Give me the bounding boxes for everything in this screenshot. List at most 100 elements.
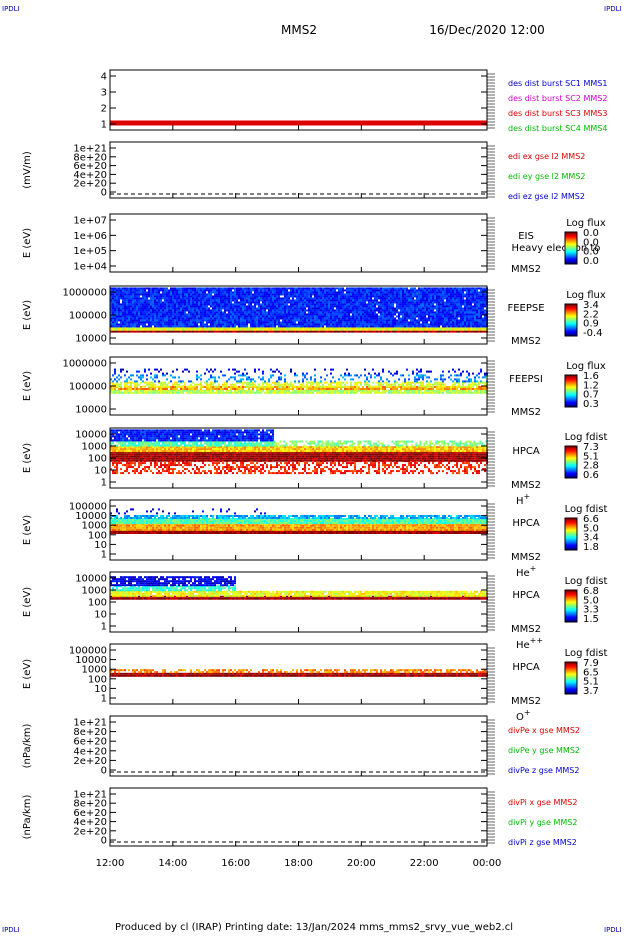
spectrogram-cell [112,311,114,313]
spectrogram-cell [190,295,192,297]
spectrogram-cell [354,297,356,299]
spectrogram-cell [406,287,408,289]
spectrogram-cell [450,297,452,299]
spectrogram-cell [310,295,312,297]
spectrogram-cell [236,331,238,333]
spectrogram-cell [418,295,420,297]
spectrogram-cell [410,331,412,333]
spectrogram-cell [354,301,356,303]
spectrogram-cell [274,392,276,394]
spectrogram-cell [176,319,178,321]
spectrogram-cell [434,295,436,297]
spectrogram-cell [126,331,128,333]
spectrogram-cell [452,319,454,321]
spectrogram-cell [442,313,444,315]
spectrogram-cell [120,287,122,289]
spectrogram-cell [166,325,168,327]
spectrogram-cell [128,297,130,299]
spectrogram-cell [190,309,192,311]
spectrogram-cell [456,313,458,315]
spectrogram-cell [386,325,388,327]
spectrogram-cell [444,313,446,315]
spectrogram-cell [416,325,418,327]
spectrogram-cell [380,319,382,321]
spectrogram-cell [320,309,322,311]
spectrogram-cell [348,309,350,311]
spectrogram-cell [434,299,436,301]
spectrogram-cell [182,311,184,313]
spectrogram-cell [352,295,354,297]
spectrogram-cell [176,321,178,323]
spectrogram-cell [314,293,316,295]
spectrogram-cell [386,289,388,291]
spectrogram-cell [364,291,366,293]
spectrogram-cell [170,315,172,317]
spectrogram-cell [114,321,116,323]
spectrogram-cell [472,319,474,321]
spectrogram-cell [284,289,286,291]
spectrogram-cell [398,329,400,331]
spectrogram-cell [284,325,286,327]
spectrogram-cell [244,311,246,313]
spectrogram-cell [216,317,218,319]
spectrogram-cell [144,293,146,295]
spectrogram-cell [302,287,304,289]
spectrogram-cell [446,313,448,315]
spectrogram-cell [242,325,244,327]
spectrogram-cell [202,321,204,323]
spectrogram-cell [386,307,388,309]
spectrogram-cell [322,311,324,313]
spectrogram-cell [312,291,314,293]
spectrogram-cell [428,291,430,293]
spectrogram-cell [252,301,254,303]
spectrogram-cell [296,295,298,297]
spectrogram-cell [268,299,270,301]
spectrogram-cell [180,299,182,301]
spectrogram-cell [234,315,236,317]
spectrogram-cell [428,293,430,295]
spectrogram-cell [344,305,346,307]
spectrogram-cell [434,331,436,333]
spectrogram-cell [240,331,242,333]
spectrogram-cell [218,303,220,305]
spectrogram-cell [378,291,380,293]
spectrogram-cell [456,301,458,303]
spectrogram-cell [356,295,358,297]
spectrogram-cell [384,313,386,315]
spectrogram-cell [144,313,146,315]
spectrogram-cell [398,295,400,297]
spectrogram-cell [394,313,396,315]
spectrogram-cell [416,319,418,321]
spectrogram-cell [154,307,156,309]
spectrogram-cell [260,291,262,293]
spectrogram-cell [288,291,290,293]
spectrogram-cell [238,291,240,293]
spectrogram-cell [330,287,332,289]
spectrogram-cell [158,295,160,297]
spectrogram-cell [468,289,470,291]
spectrogram-cell [290,311,292,313]
spectrogram-cell [332,313,334,315]
spectrogram-cell [256,315,258,317]
spectrogram-cell [420,301,422,303]
spectrogram-cell [144,301,146,303]
spectrogram-cell [134,311,136,313]
spectrogram-cell [298,303,300,305]
spectrogram-cell [136,392,138,394]
spectrogram-cell [446,305,448,307]
spectrogram-cell [266,315,268,317]
spectrogram-cell [360,325,362,327]
spectrogram-cell [360,321,362,323]
spectrogram-cell [256,295,258,297]
spectrogram-cell [198,295,200,297]
spectrogram-cell [276,305,278,307]
spectrogram-cell [160,303,162,305]
spectrogram-cell [348,293,350,295]
spectrogram-cell [274,301,276,303]
spectrogram-cell [308,287,310,289]
spectrogram-cell [318,291,320,293]
spectrogram-cell [416,313,418,315]
spectrogram-cell [474,313,476,315]
spectrogram-cell [190,323,192,325]
spectrogram-cell [406,321,408,323]
